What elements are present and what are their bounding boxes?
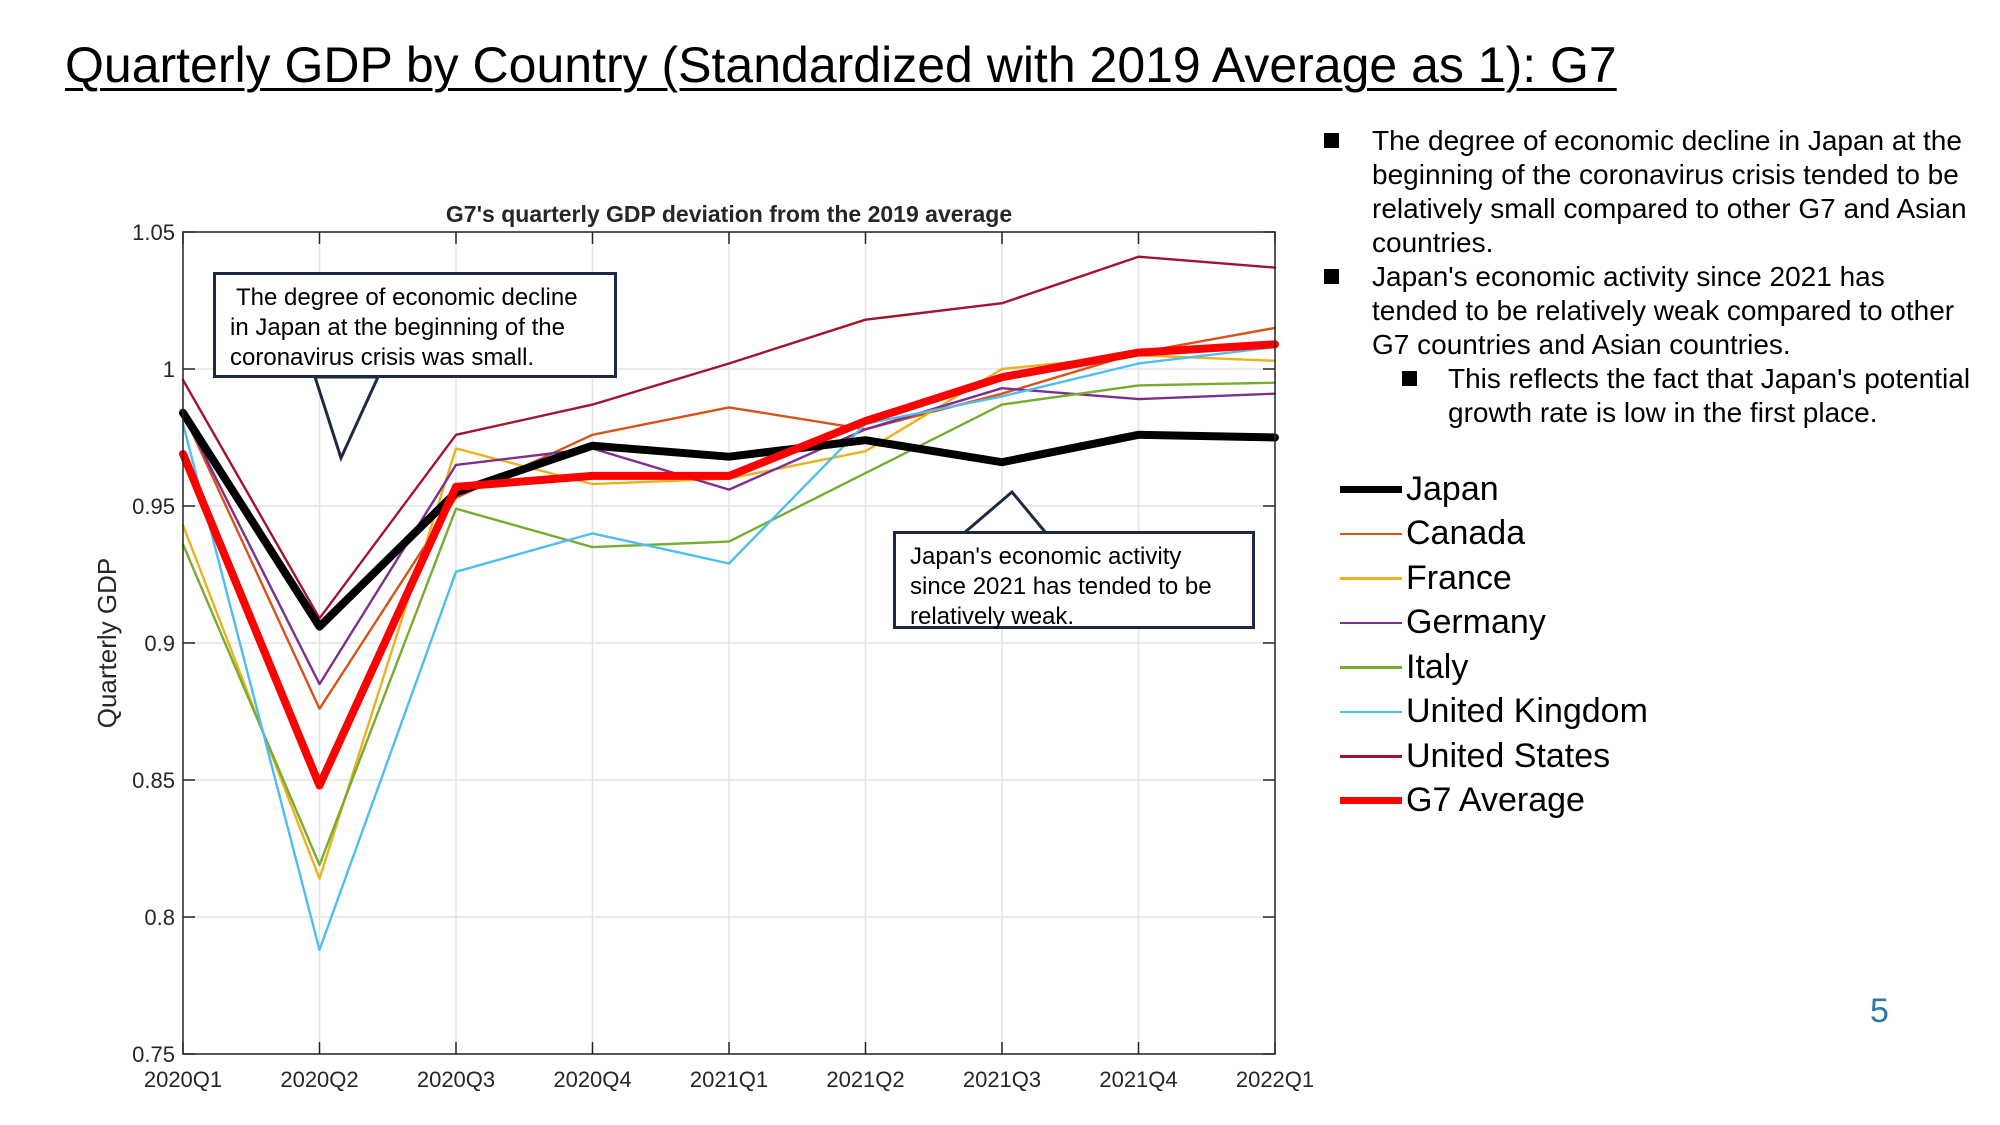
legend-swatch [1340, 710, 1402, 713]
legend-label: G7 Average [1406, 781, 1585, 820]
legend-item: United States [1340, 734, 1648, 779]
bullet-text-line: The degree of economic decline in Japan … [1372, 125, 1962, 156]
legend-label: United Kingdom [1406, 692, 1648, 731]
legend-item: United Kingdom [1340, 690, 1648, 735]
x-tick-label: 2021Q3 [963, 1067, 1041, 1092]
y-tick-label: 0.8 [144, 905, 175, 930]
bullet-text-line: beginning of the coronavirus crisis tend… [1372, 159, 1959, 190]
y-tick-label: 0.85 [132, 768, 175, 793]
x-tick-label: 2021Q2 [826, 1067, 904, 1092]
legend-item: Japan [1340, 467, 1648, 512]
legend-swatch [1340, 485, 1402, 493]
legend-label: United States [1406, 736, 1611, 775]
y-tick-label: 1 [163, 357, 175, 382]
legend-swatch [1340, 621, 1402, 624]
bullet-text-line: tended to be relatively weak compared to… [1372, 295, 1955, 326]
callout-text-line: since 2021 has tended to be [910, 573, 1212, 600]
x-tick-label: 2020Q2 [280, 1067, 358, 1092]
series-line-g7-average [179, 340, 1279, 790]
callout-text-line: in Japan at the beginning of the [230, 314, 565, 341]
callout-text-line: relatively weak. [910, 603, 1075, 630]
legend-swatch [1340, 797, 1402, 805]
callout-text-line: coronavirus crisis was small. [230, 344, 535, 371]
legend-label: Canada [1406, 514, 1526, 553]
bullet-item: This reflects the fact that Japan's pote… [1322, 362, 1990, 430]
bullet-text-line: G7 countries and Asian countries. [1372, 329, 1791, 360]
bullet-square-icon [1324, 133, 1339, 148]
legend-item: Italy [1340, 645, 1648, 690]
legend-item: G7 Average [1340, 779, 1648, 824]
series-line-united-kingdom [181, 345, 1277, 952]
bullet-text-line: relatively small compared to other G7 an… [1372, 193, 1967, 224]
bullet-item: Japan's economic activity since 2021 has… [1322, 260, 1990, 362]
bullet-list: The degree of economic decline in Japan … [1322, 124, 1990, 430]
x-tick-label: 2022Q1 [1236, 1067, 1314, 1092]
callout-decline: The degree of economic decline in Japan a… [213, 272, 617, 378]
bullet-text-line: countries. [1372, 227, 1494, 258]
legend-item: France [1340, 556, 1648, 601]
callout-text-line: Japan's economic activity [910, 543, 1182, 570]
y-axis-label: Quarterly GDP [92, 558, 122, 729]
series-line-united-states [181, 255, 1277, 620]
legend-swatch [1340, 532, 1402, 535]
series-line-canada [181, 326, 1277, 710]
x-tick-label: 2020Q4 [553, 1067, 631, 1092]
legend-item: Germany [1340, 601, 1648, 646]
legend-label: Japan [1406, 469, 1499, 508]
legend-swatch [1340, 577, 1402, 580]
bullet-square-icon [1402, 371, 1417, 386]
x-tick-label: 2020Q3 [417, 1067, 495, 1092]
series-line-japan [179, 408, 1279, 631]
chart-title: G7's quarterly GDP deviation from the 20… [446, 201, 1012, 227]
y-tick-label: 1.05 [132, 220, 175, 245]
callout-weak: Japan's economic activity since 2021 has … [893, 531, 1255, 630]
series-line-italy [181, 381, 1277, 867]
legend-swatch [1340, 755, 1402, 758]
bullet-square-icon [1324, 269, 1339, 284]
bullet-text-line: growth rate is low in the first place. [1448, 397, 1878, 428]
bullet-text-line: This reflects the fact that Japan's pote… [1448, 363, 1971, 394]
x-tick-label: 2021Q4 [1099, 1067, 1177, 1092]
legend-swatch [1340, 666, 1402, 669]
bullet-text-line: Japan's economic activity since 2021 has [1372, 261, 1885, 292]
y-tick-label: 0.75 [132, 1042, 175, 1067]
legend-label: Italy [1406, 647, 1469, 686]
series-line-germany [181, 387, 1277, 686]
bullet-item: The degree of economic decline in Japan … [1322, 124, 1990, 260]
y-tick-label: 0.9 [144, 631, 175, 656]
slide-title: Quarterly GDP by Country (Standardized w… [65, 37, 1617, 93]
x-tick-label: 2020Q1 [144, 1067, 222, 1092]
chart-legend: Japan Canada France Germany Italy United King… [1340, 467, 1648, 823]
x-tick-label: 2021Q1 [690, 1067, 768, 1092]
legend-item: Canada [1340, 512, 1648, 557]
y-tick-label: 0.95 [132, 494, 175, 519]
callout-text-line: The degree of economic decline [236, 284, 578, 311]
page-number: 5 [1870, 992, 1889, 1030]
legend-label: Germany [1406, 603, 1546, 642]
legend-label: France [1406, 558, 1512, 597]
